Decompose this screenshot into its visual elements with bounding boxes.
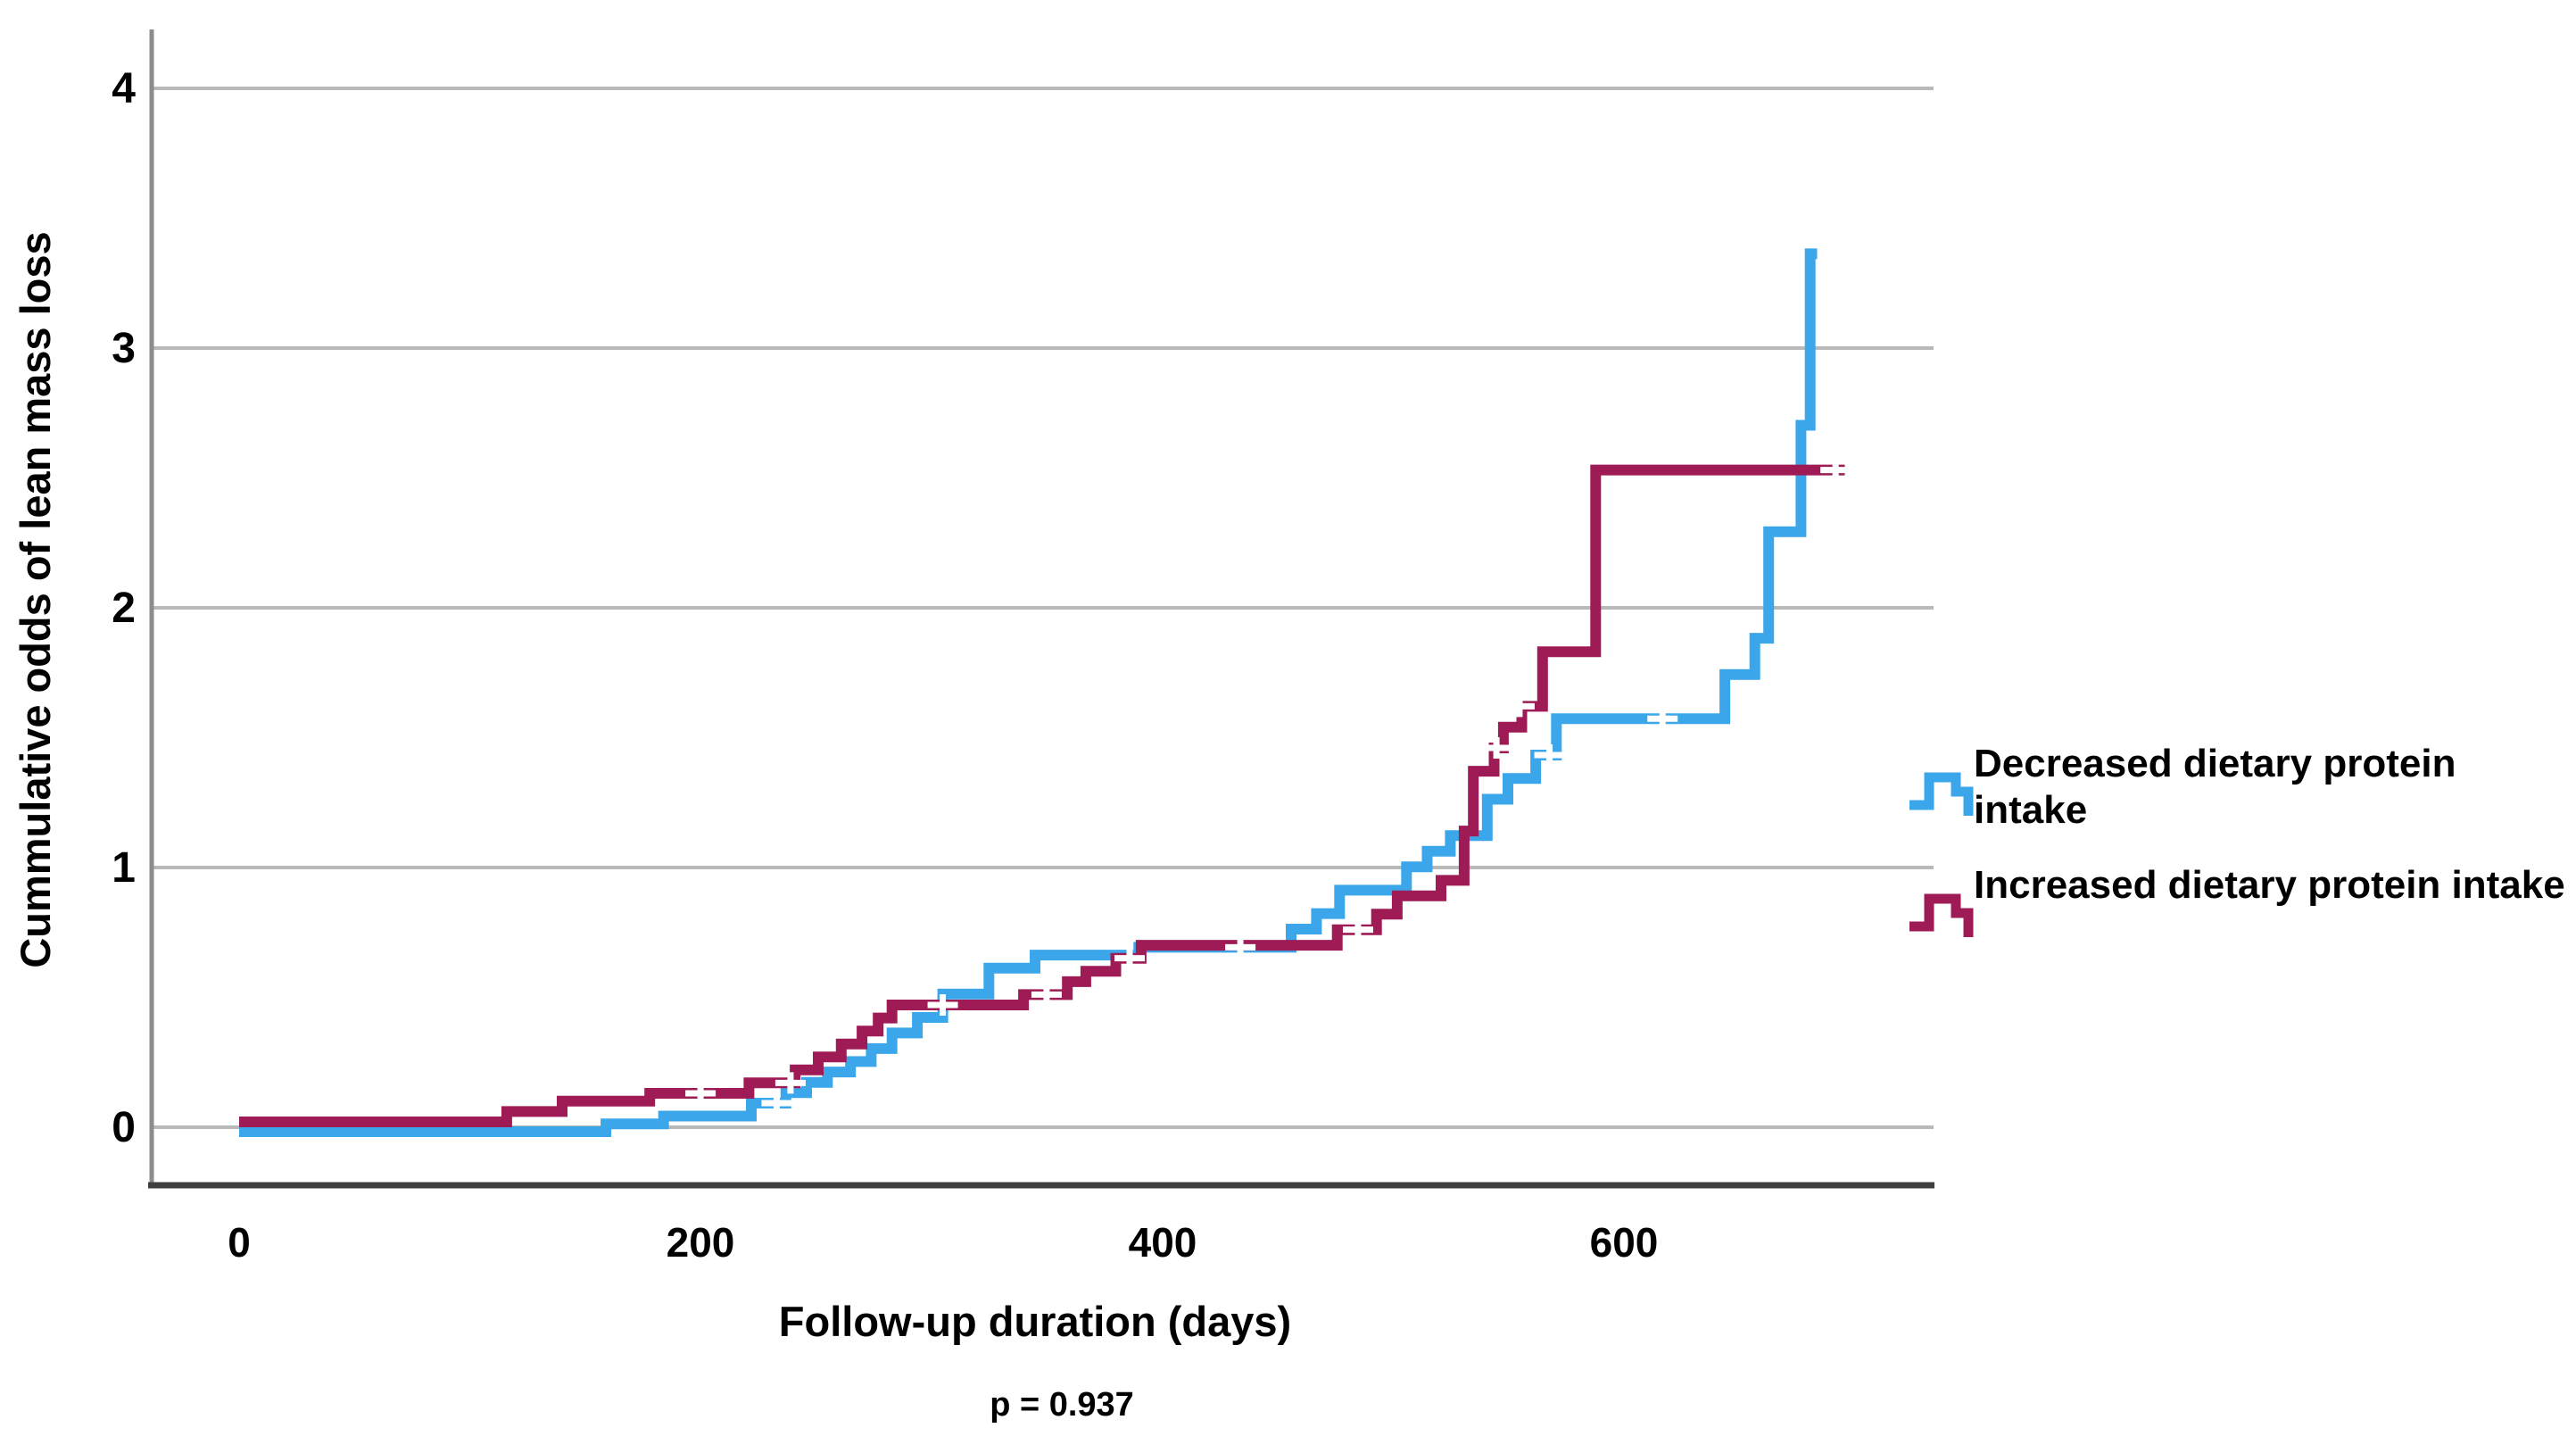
censor-mark	[1225, 936, 1256, 959]
x-tick-200: 200	[667, 1219, 735, 1266]
y-tick-4: 4	[112, 65, 136, 112]
y-axis-title: Cummulative odds of lean mass loss	[12, 231, 59, 967]
censor-mark	[685, 1082, 716, 1104]
p-value-annotation: p = 0.937	[990, 1386, 1134, 1424]
censor-mark	[1503, 695, 1535, 718]
y-tick-0: 0	[112, 1104, 136, 1151]
y-tick-1: 1	[112, 844, 136, 892]
y-tick-2: 2	[112, 585, 136, 632]
legend-step-icon-decreased	[1909, 772, 1974, 816]
curve-decreased	[239, 248, 1818, 1137]
y-tick-3: 3	[112, 325, 136, 372]
censor-mark	[1534, 744, 1565, 767]
censor-mark	[1342, 918, 1373, 941]
censor-mark	[927, 994, 958, 1017]
x-tick-600: 600	[1590, 1219, 1659, 1266]
censor-plus-marks	[685, 459, 1851, 1114]
x-tick-0: 0	[228, 1219, 251, 1266]
censor-mark	[1481, 736, 1512, 759]
censor-mark	[761, 1092, 792, 1114]
curve-increased	[239, 464, 1845, 1127]
x-tick-400: 400	[1129, 1219, 1197, 1266]
censor-mark	[1820, 459, 1851, 481]
legend-label-decreased: Decreased dietary protein intake	[1974, 742, 2456, 832]
gridlines	[153, 87, 1934, 1129]
x-axis-title: Follow-up duration (days)	[779, 1298, 1291, 1345]
censor-mark	[774, 1072, 806, 1094]
step-curves	[239, 248, 1845, 1137]
legend-label-increased: Increased dietary protein intake	[1974, 863, 2565, 907]
censor-mark	[1647, 708, 1678, 730]
legend-step-icon-increased	[1909, 893, 1974, 937]
censor-mark	[1031, 984, 1062, 1006]
censor-mark	[1114, 947, 1145, 969]
